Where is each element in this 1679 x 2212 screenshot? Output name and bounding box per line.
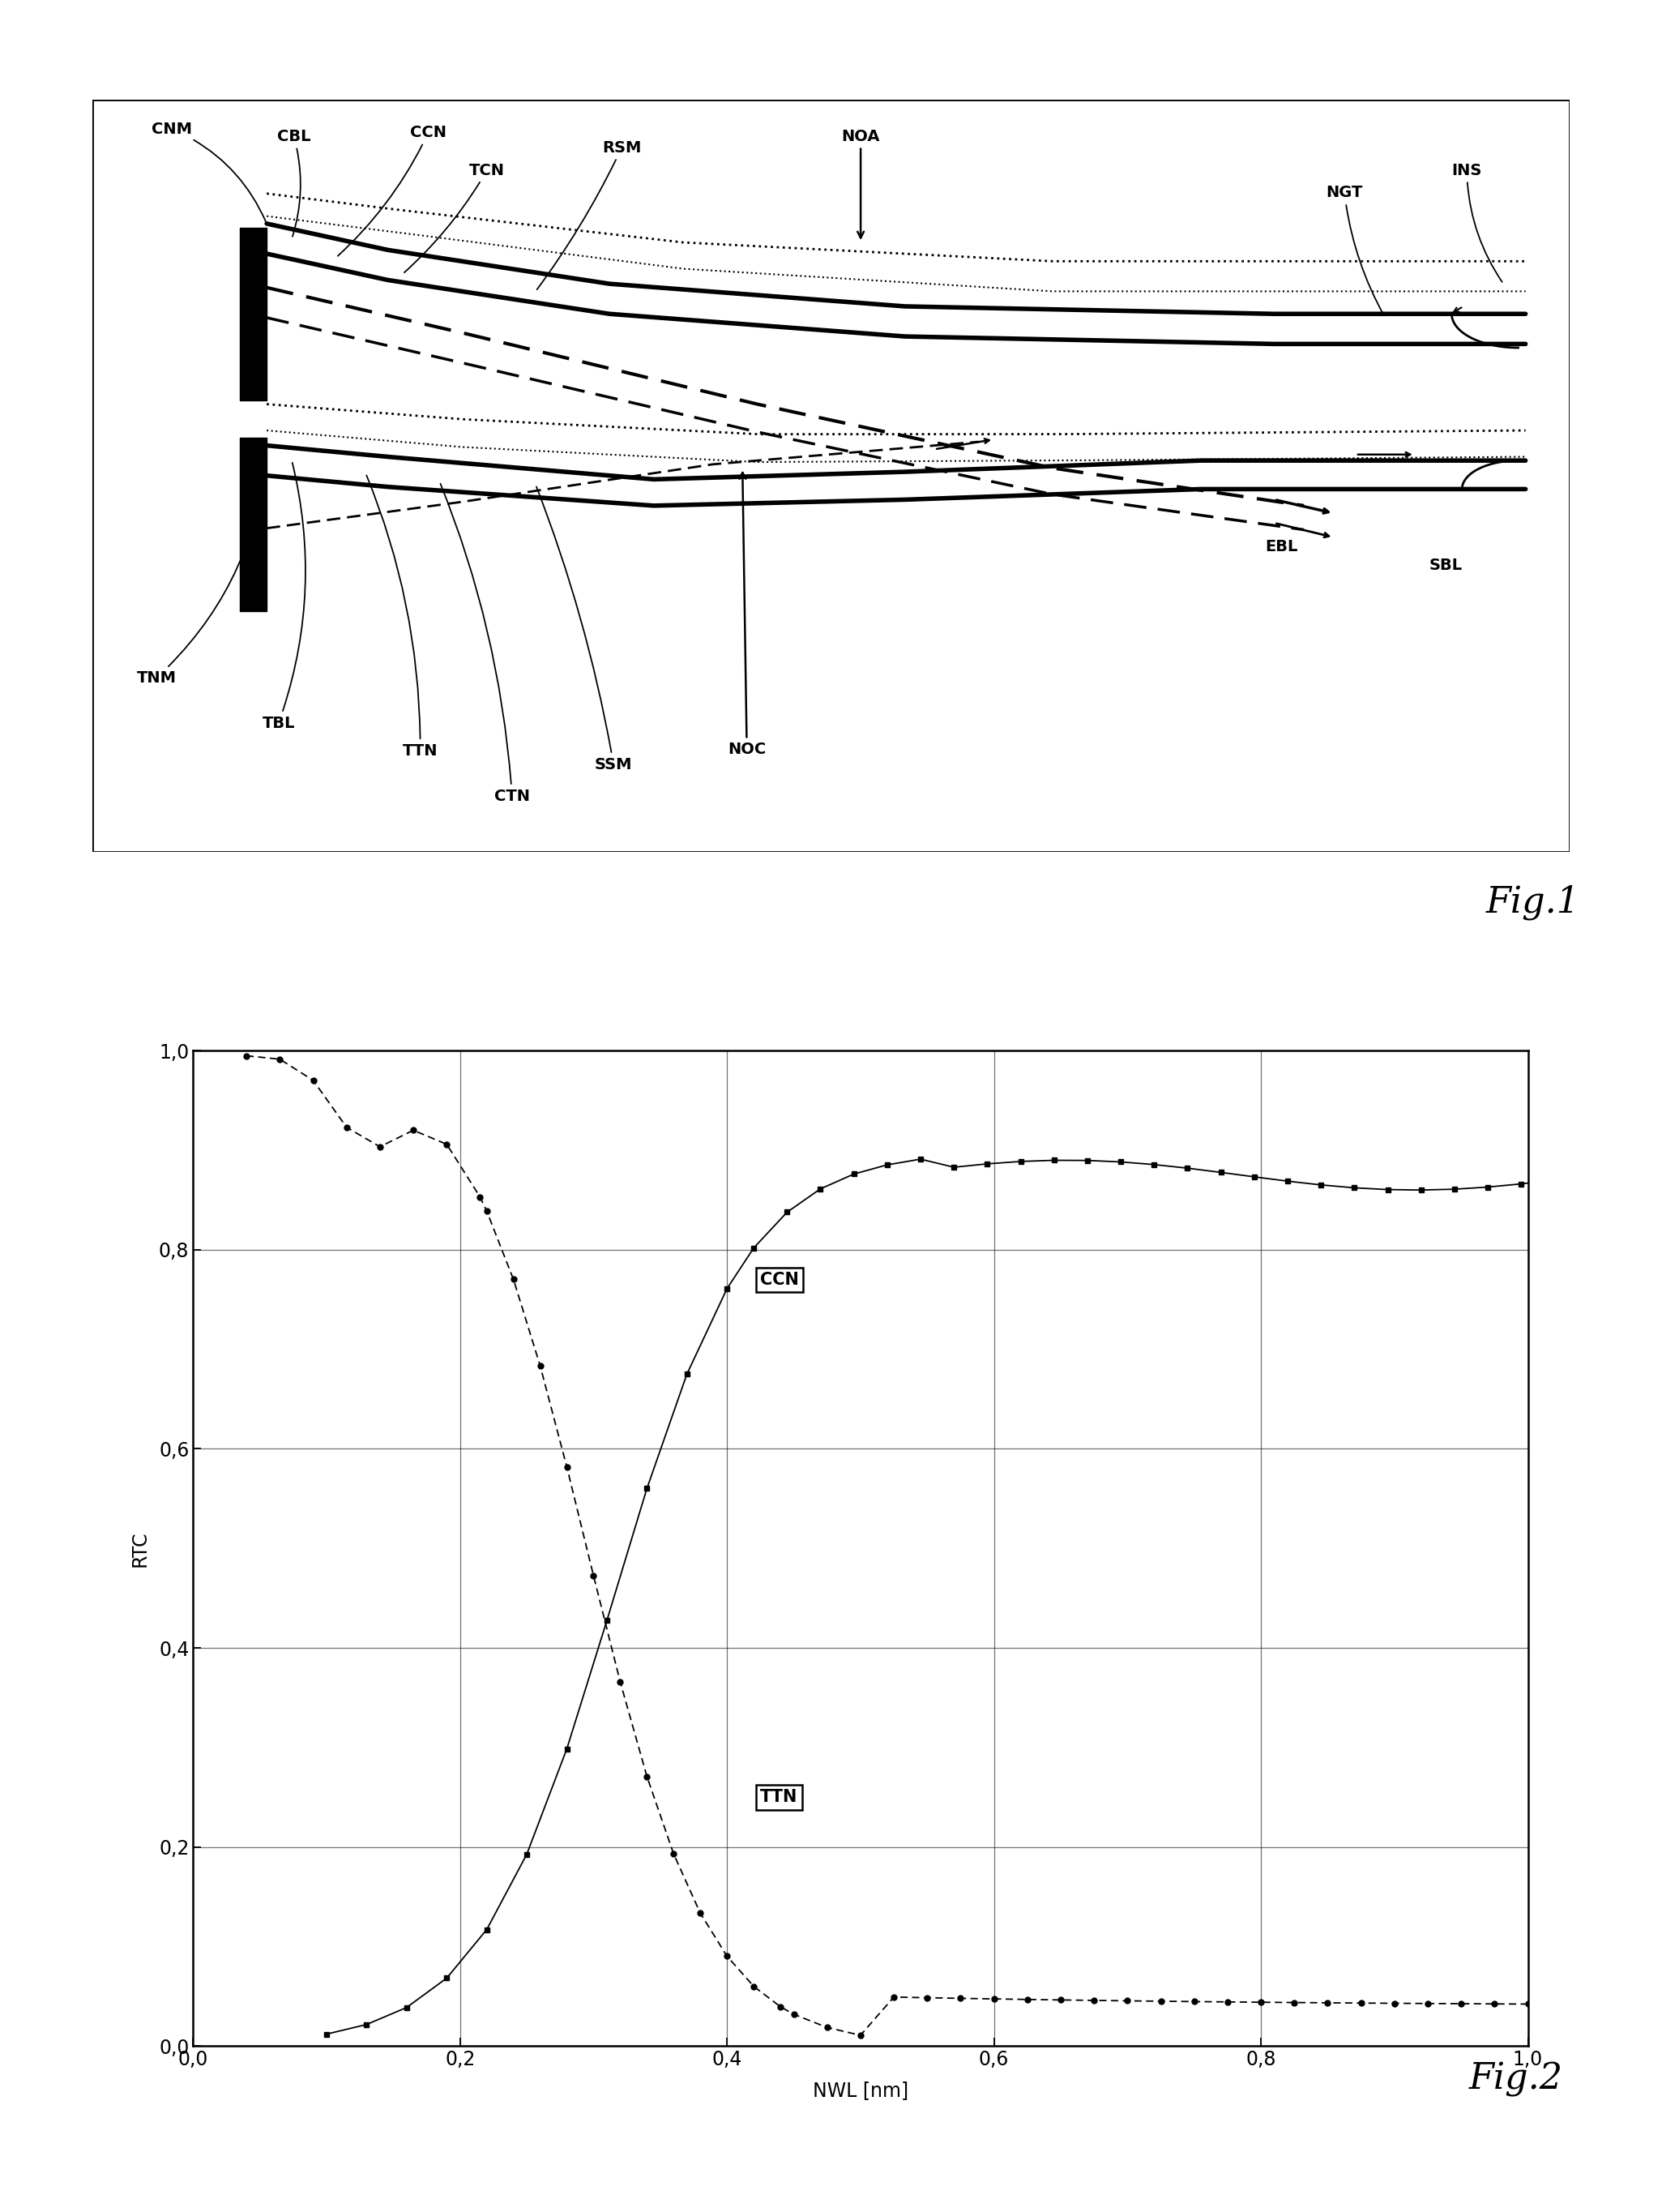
Text: CNM: CNM: [151, 122, 265, 221]
Text: CBL: CBL: [277, 128, 311, 237]
Text: TBL: TBL: [262, 462, 306, 730]
Text: SBL: SBL: [1429, 557, 1462, 573]
Text: NOA: NOA: [841, 128, 880, 239]
Text: CCN: CCN: [337, 126, 447, 257]
Text: Fig.2: Fig.2: [1469, 2062, 1563, 2097]
Y-axis label: RTC: RTC: [131, 1531, 149, 1566]
Text: NOC: NOC: [727, 473, 766, 757]
Text: Fig.1: Fig.1: [1486, 885, 1580, 920]
Text: TTN: TTN: [366, 476, 438, 759]
Bar: [240, 438, 267, 611]
Text: TNM: TNM: [136, 447, 267, 686]
Text: NGT: NGT: [1326, 186, 1383, 316]
Text: TCN: TCN: [405, 164, 505, 272]
Text: EBL: EBL: [1266, 540, 1298, 553]
Bar: [240, 228, 267, 400]
Text: RSM: RSM: [537, 139, 641, 290]
Text: INS: INS: [1452, 164, 1503, 281]
Text: CCN: CCN: [761, 1272, 799, 1287]
X-axis label: NWL [nm]: NWL [nm]: [813, 2081, 908, 2099]
Text: SSM: SSM: [536, 487, 633, 772]
Text: CTN: CTN: [440, 484, 531, 803]
Text: TTN: TTN: [761, 1790, 798, 1805]
